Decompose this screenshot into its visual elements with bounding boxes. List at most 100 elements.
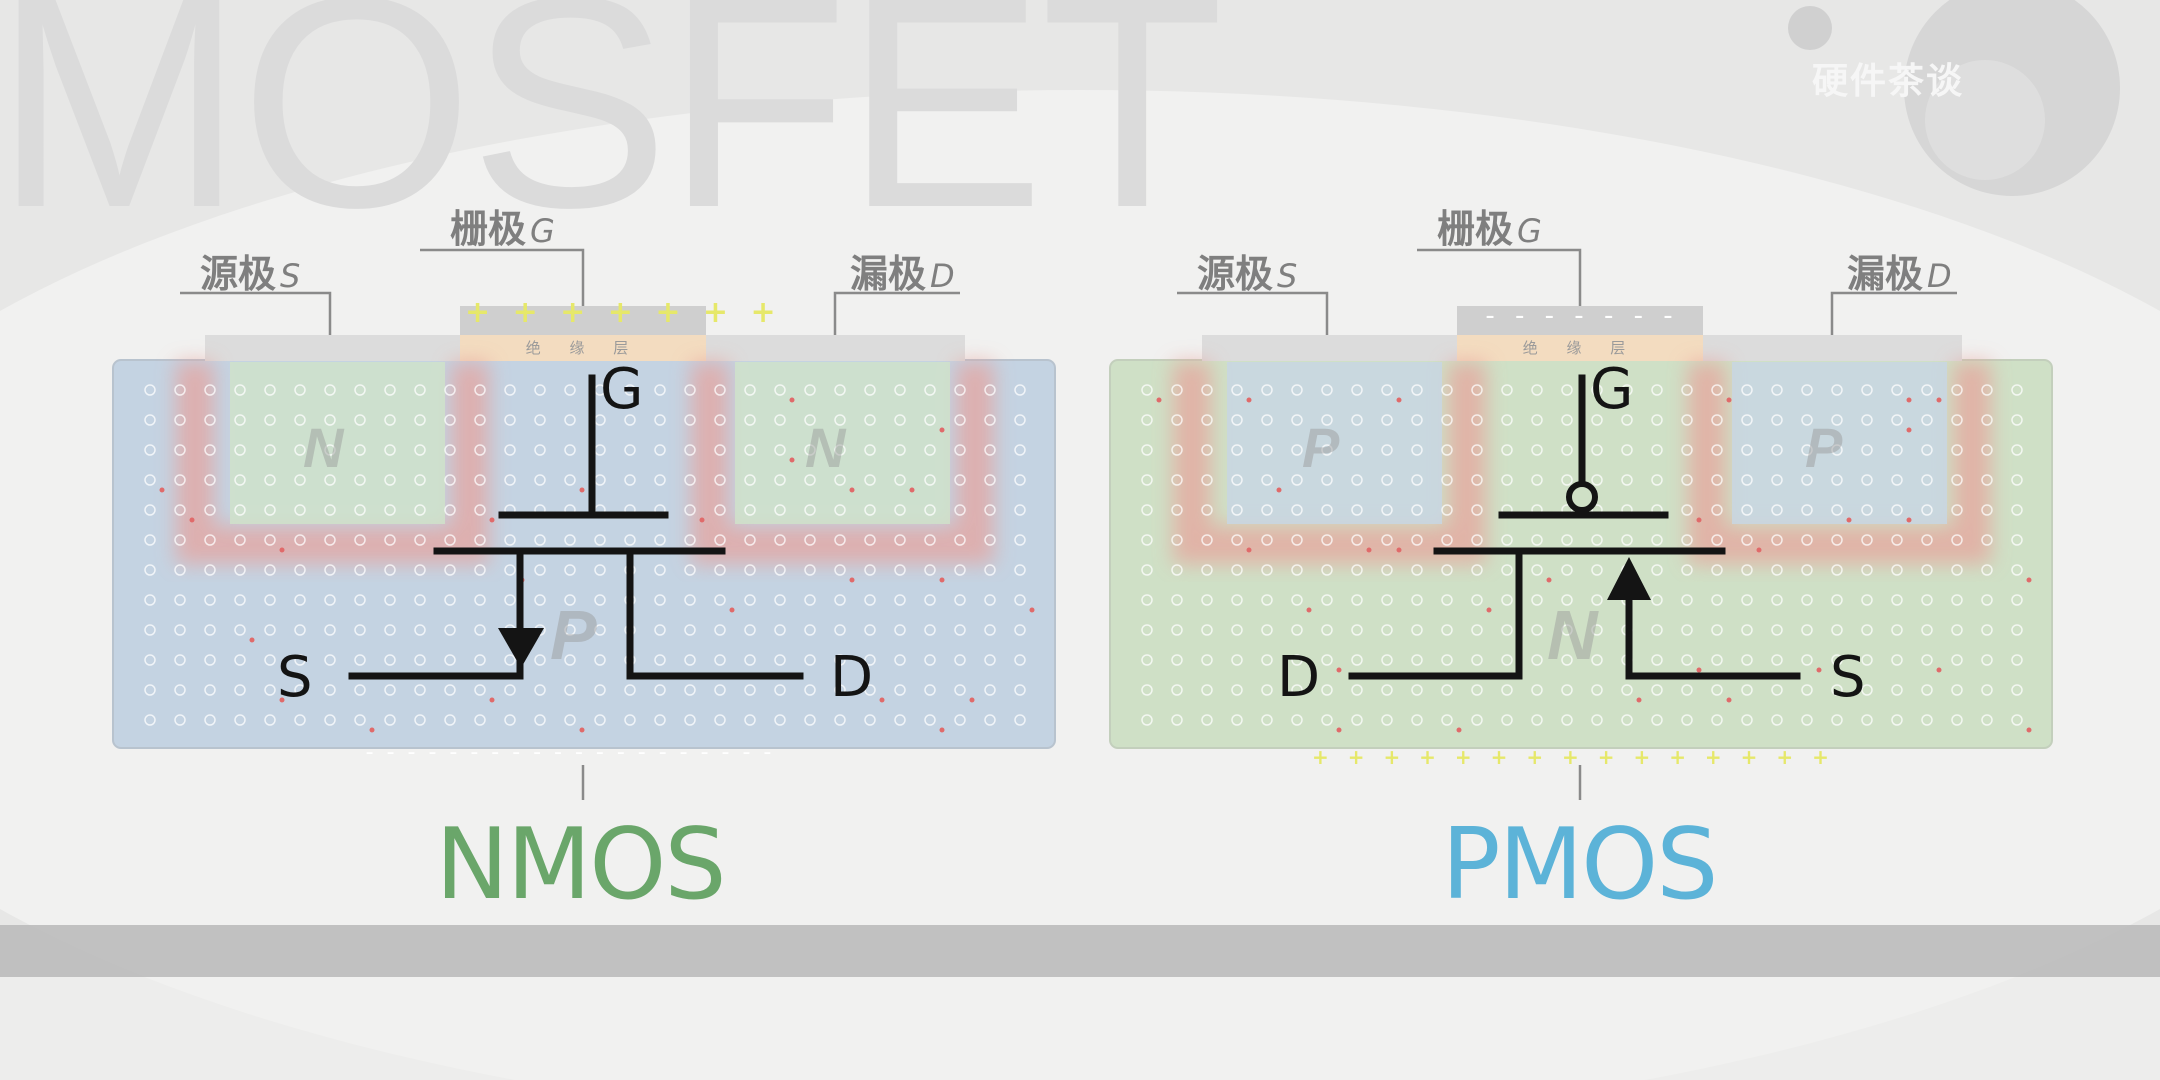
nmos-substrate-label: P [550,596,597,674]
lattice-dot [954,444,966,456]
lattice-dot [1321,444,1333,456]
lattice-dot [384,504,396,516]
pmos-gate-label: 栅极 G [1437,207,1542,251]
lattice-dot [954,474,966,486]
lattice-dot [1321,654,1333,666]
lattice-dot [1951,714,1963,726]
lattice-dot [1501,444,1513,456]
lattice-dot [1861,594,1873,606]
lattice-dot [1411,534,1423,546]
lattice-dot [564,594,576,606]
lattice-dot [774,594,786,606]
lattice-dot [1621,714,1633,726]
lattice-dot [834,654,846,666]
lattice-dot [804,654,816,666]
lattice-dot [564,684,576,696]
lattice-dot [414,564,426,576]
lattice-dot [954,564,966,576]
lattice-dot [1441,684,1453,696]
nmos-structure [112,248,1056,800]
lattice-dot [1014,564,1026,576]
carrier-dot [2026,577,2032,583]
carrier-dot [789,457,795,463]
lattice-dot [234,654,246,666]
lattice-dot [294,534,306,546]
lattice-dot [1231,624,1243,636]
lattice-dot [1231,504,1243,516]
lattice-dot [1141,624,1153,636]
lattice-dot [1651,444,1663,456]
lattice-dot [774,504,786,516]
lattice-dot [594,534,606,546]
lattice-dot [804,384,816,396]
lattice-dot [1771,384,1783,396]
lattice-dot [684,684,696,696]
lattice-dot [1921,384,1933,396]
lattice-dot [1411,564,1423,576]
lattice-dot [1981,594,1993,606]
lattice-dot [2011,534,2023,546]
lattice-dot [294,624,306,636]
lattice-dot [474,534,486,546]
lattice-dot [1711,384,1723,396]
lattice-dot [534,564,546,576]
lattice-dot [1171,654,1183,666]
lattice-dot [564,444,576,456]
carrier-dot [1246,547,1252,553]
lattice-dot [1951,504,1963,516]
lattice-dot [1231,444,1243,456]
lattice-dot [1381,414,1393,426]
lattice-dot [1861,444,1873,456]
lattice-dot [264,444,276,456]
lattice-dot [144,534,156,546]
nmos-symbol-source-path [348,547,524,680]
lattice-dot [1471,384,1483,396]
lattice-dot [1291,684,1303,696]
lattice-dot [954,594,966,606]
carrier-dot [2026,727,2032,733]
lattice-dot [1591,654,1603,666]
lattice-dot [1771,624,1783,636]
lattice-dot [804,714,816,726]
lattice-dot [1771,684,1783,696]
lattice-dot [714,714,726,726]
carrier-dot [1306,607,1312,613]
nmos-gate-leader [420,248,585,306]
lattice-dot [1951,384,1963,396]
lattice-dot [804,594,816,606]
lattice-dot [744,504,756,516]
lattice-dot [1891,594,1903,606]
lattice-dot [1771,504,1783,516]
carrier-dot [1936,397,1942,403]
lattice-dot [264,504,276,516]
lattice-dot [2011,474,2023,486]
lattice-dot [1141,444,1153,456]
lattice-dot [384,414,396,426]
lattice-dot [2011,684,2023,696]
lattice-dot [1891,564,1903,576]
lattice-dot [1561,684,1573,696]
lattice-dot [984,714,996,726]
lattice-dot [1561,384,1573,396]
lattice-dot [894,564,906,576]
lattice-dot [1981,384,1993,396]
lattice-dot [204,654,216,666]
lattice-dot [1831,684,1843,696]
lattice-dot [564,564,576,576]
lattice-dot [1261,714,1273,726]
lattice-dot [1831,534,1843,546]
lattice-dot [1231,654,1243,666]
lattice-dot [1711,474,1723,486]
lattice-dot [1381,714,1393,726]
lattice-dot [1741,444,1753,456]
lattice-dot [1321,384,1333,396]
lattice-dot [1171,624,1183,636]
lattice-dot [264,684,276,696]
lattice-dot [1261,564,1273,576]
lattice-dot [264,474,276,486]
lattice-dot [834,684,846,696]
lattice-dot [804,474,816,486]
lattice-dot [1771,594,1783,606]
nmos-symbol-gate-text: G [600,357,644,422]
lattice-dot [1411,624,1423,636]
